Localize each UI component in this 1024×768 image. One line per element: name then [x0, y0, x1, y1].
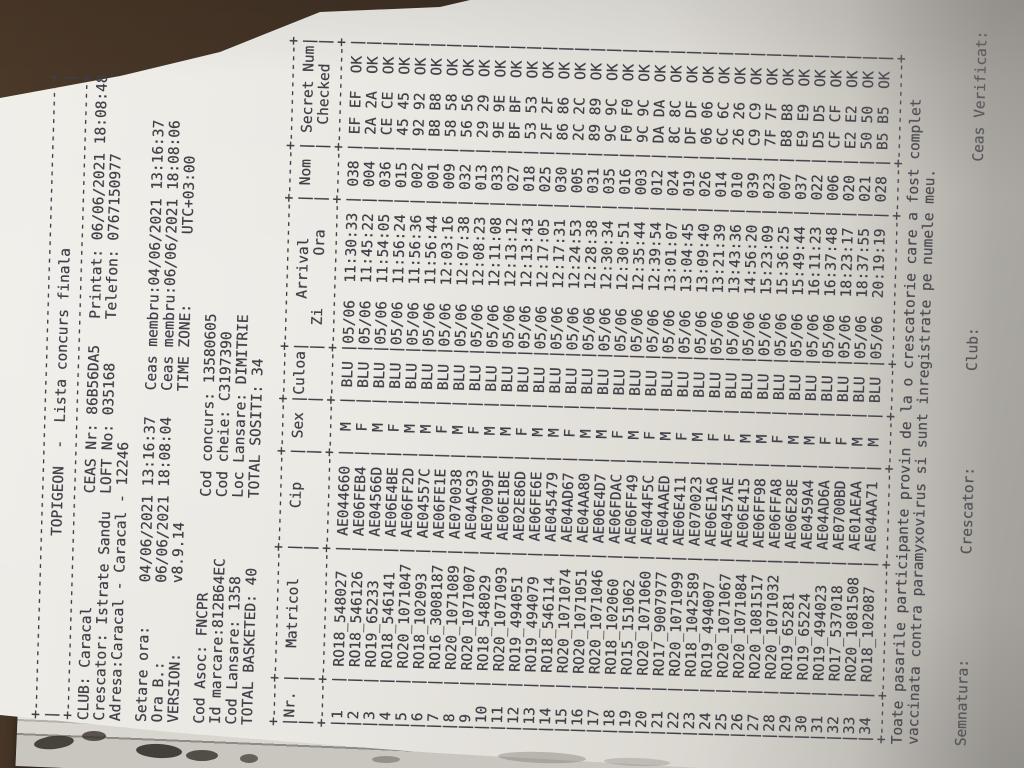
- ink-smudge: [186, 750, 218, 761]
- ink-smudge: [240, 754, 258, 763]
- ink-smudge: [372, 756, 400, 763]
- ink-smudge: [82, 731, 106, 741]
